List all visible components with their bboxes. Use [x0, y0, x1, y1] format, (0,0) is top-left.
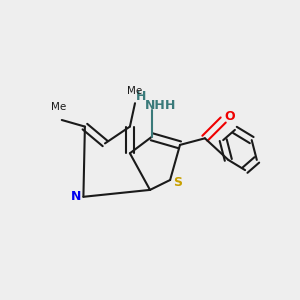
Text: S: S [173, 176, 182, 190]
Text: NH: NH [144, 99, 165, 112]
Text: Me: Me [51, 103, 66, 112]
Text: Me: Me [128, 86, 142, 96]
Text: N: N [71, 190, 81, 203]
Text: H: H [165, 99, 175, 112]
Text: H: H [136, 90, 146, 103]
Text: O: O [224, 110, 235, 124]
